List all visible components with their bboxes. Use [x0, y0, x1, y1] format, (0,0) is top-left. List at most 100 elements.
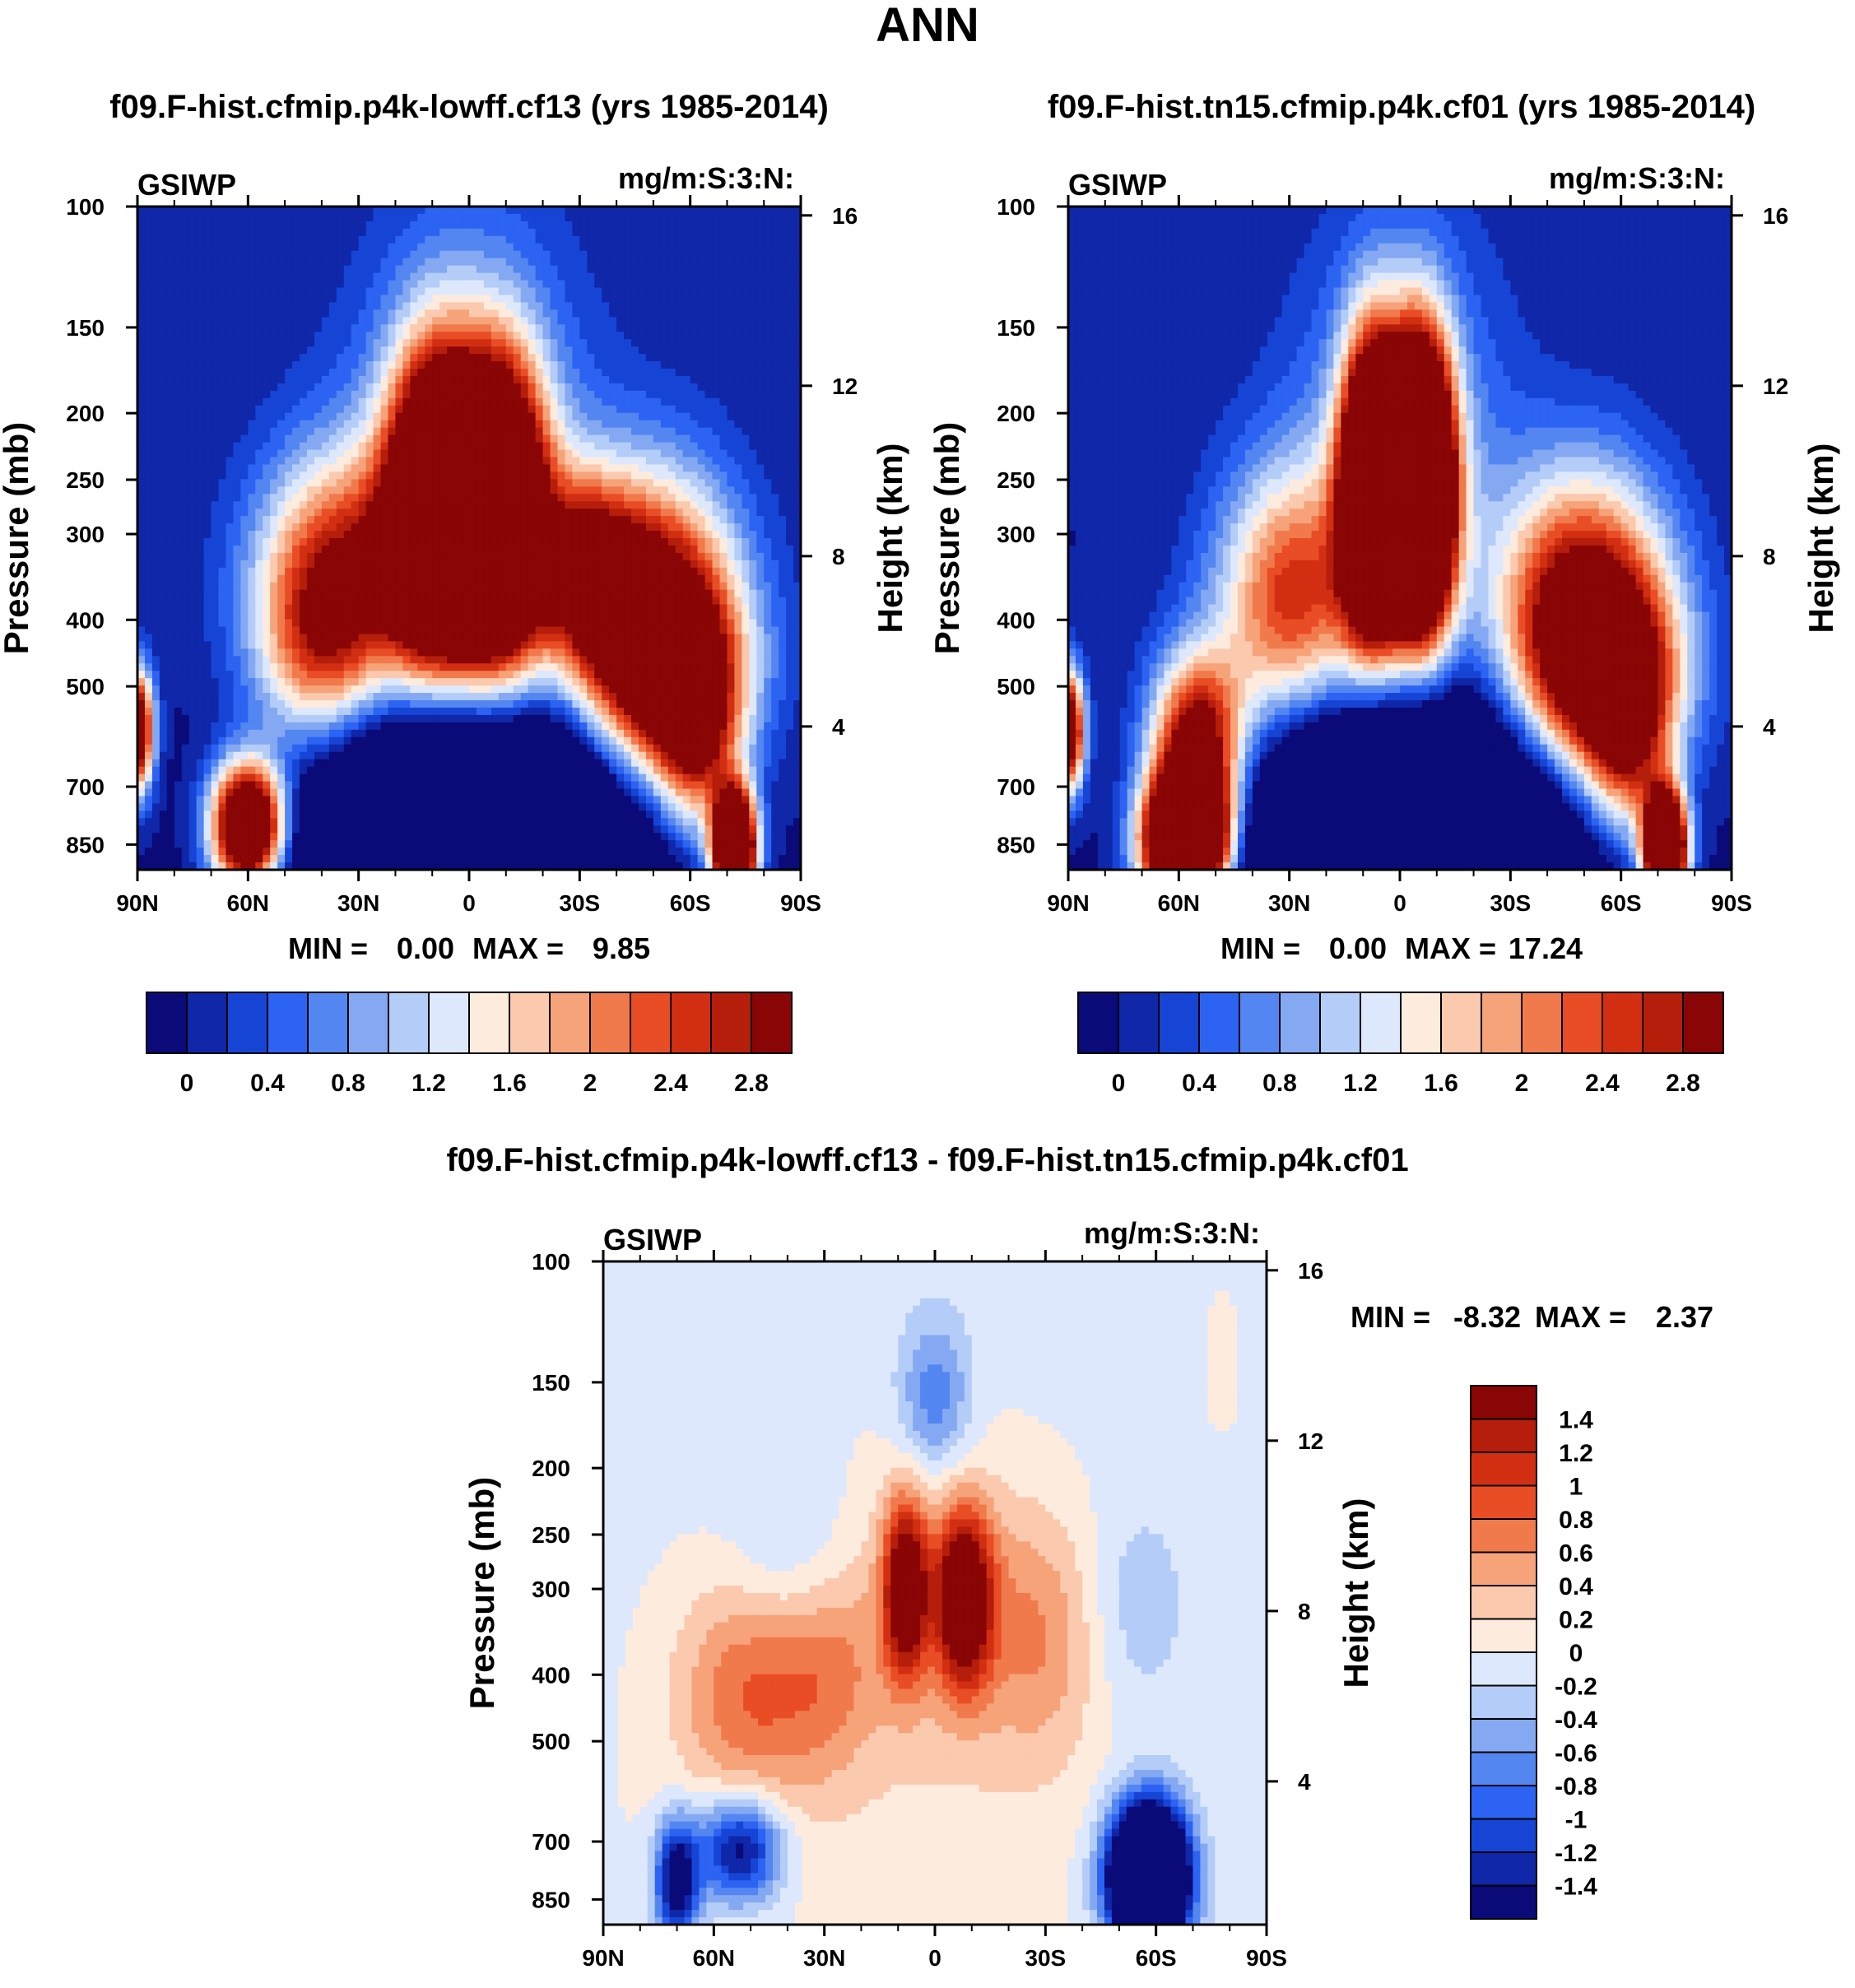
- y2-tick-label: 12: [1298, 1428, 1323, 1454]
- units-label: mg/m:S:3:N:: [1549, 161, 1725, 195]
- colorbar-label: 0: [180, 1070, 194, 1097]
- max-label: MAX =: [472, 931, 564, 965]
- min-value: 0.00: [1329, 931, 1387, 965]
- y-tick-label: 500: [532, 1729, 570, 1754]
- colorbar-box: [307, 992, 349, 1054]
- x-tick-label: 90S: [780, 890, 821, 916]
- x-tick-label: 90N: [1047, 890, 1089, 916]
- colorbar-label: -0.6: [1555, 1740, 1597, 1767]
- y2-axis-label: Height (km): [871, 444, 909, 634]
- colorbar-box: [1440, 992, 1482, 1054]
- y-tick-label: 400: [997, 607, 1035, 633]
- x-tick-label: 30S: [1490, 890, 1531, 916]
- y-axis-label: Pressure (mb): [928, 422, 966, 654]
- colorbar-box: [428, 992, 470, 1054]
- colorbar-box: [267, 992, 309, 1054]
- y-tick-label: 850: [66, 832, 105, 857]
- x-tick-label: 60S: [1136, 1945, 1177, 1971]
- colorbar-box: [1319, 992, 1361, 1054]
- y2-tick-label: 8: [832, 544, 845, 569]
- colorbar-box: [589, 992, 631, 1054]
- min-label: MIN =: [288, 931, 368, 965]
- x-tick-label: 90S: [1711, 890, 1752, 916]
- y-tick-label: 300: [997, 522, 1035, 547]
- page-title: ANN: [876, 0, 979, 52]
- colorbar-label: 2.8: [734, 1070, 769, 1097]
- y-tick-label: 150: [997, 315, 1035, 341]
- x-tick-label: 60N: [693, 1945, 735, 1971]
- colorbar-box: [1521, 992, 1563, 1054]
- y-tick-label: 850: [532, 1887, 570, 1912]
- y2-tick-label: 16: [1763, 203, 1788, 229]
- colorbar-box: [751, 992, 793, 1054]
- colorbar-box: [549, 992, 591, 1054]
- y-tick-label: 500: [66, 674, 105, 699]
- x-tick-label: 60N: [227, 890, 269, 916]
- y-axis-label: Pressure (mb): [0, 422, 35, 654]
- colorbar-label: 2.8: [1666, 1070, 1700, 1097]
- colorbar-box: [1360, 992, 1402, 1054]
- y-tick-label: 250: [997, 467, 1035, 493]
- colorbar-label: 0: [1569, 1640, 1583, 1667]
- y-tick-label: 250: [532, 1522, 570, 1548]
- y-axis-label: Pressure (mb): [463, 1477, 501, 1709]
- y-tick-label: 200: [66, 401, 105, 426]
- colorbar-label: -0.4: [1555, 1707, 1597, 1734]
- colorbar-label: -1: [1565, 1807, 1588, 1834]
- y-tick-label: 150: [532, 1370, 570, 1396]
- colorbar: 0 0.4 0.8 1.2 1.6 2 2.4 2.8: [1077, 992, 1724, 1097]
- x-tick-label: 90N: [582, 1945, 624, 1971]
- colorbar-box: [1602, 992, 1643, 1054]
- y2-tick-label: 8: [1763, 544, 1776, 569]
- colorbar-box: [1470, 1651, 1537, 1687]
- colorbar-box: [468, 992, 510, 1054]
- colorbar-box: [1470, 1385, 1537, 1420]
- colorbar-box: [1400, 992, 1442, 1054]
- min-label: MIN =: [1351, 1300, 1430, 1334]
- colorbar-label: -1.4: [1555, 1874, 1597, 1901]
- x-tick-label: 30N: [337, 890, 379, 916]
- colorbar-box: [1470, 1618, 1537, 1653]
- colorbar-box: [1470, 1818, 1537, 1853]
- y2-tick-label: 4: [832, 714, 845, 740]
- max-label: MAX =: [1405, 931, 1496, 965]
- colorbar-box: [670, 992, 712, 1054]
- max-label: MAX =: [1535, 1300, 1626, 1334]
- x-tick-label: 30N: [803, 1945, 845, 1971]
- colorbar-box: [1470, 1851, 1537, 1887]
- colorbar-label: 1.6: [492, 1070, 527, 1097]
- y-tick-label: 200: [997, 401, 1035, 426]
- colorbar: 0 0.4 0.8 1.2 1.6 2 2.4 2.8: [146, 992, 793, 1097]
- colorbar-box: [1470, 1884, 1537, 1920]
- colorbar-label: 2: [583, 1070, 597, 1097]
- colorbar-box: [509, 992, 551, 1054]
- x-tick-label: 0: [463, 890, 476, 916]
- colorbar-label: 0.8: [1262, 1070, 1297, 1097]
- colorbar-label: 0.4: [1182, 1070, 1216, 1097]
- colorbar-label: 2: [1515, 1070, 1529, 1097]
- colorbar-box: [1470, 1484, 1537, 1520]
- colorbar-box: [1561, 992, 1603, 1054]
- colorbar-box: [630, 992, 672, 1054]
- max-value: 9.85: [593, 931, 650, 965]
- min-label: MIN =: [1220, 931, 1300, 965]
- y-tick-label: 100: [66, 194, 105, 220]
- colorbar-box: [1481, 992, 1523, 1054]
- colorbar-label: 1.4: [1559, 1407, 1593, 1434]
- units-label: mg/m:S:3:N:: [618, 161, 794, 195]
- colorbar-label: 1: [1569, 1474, 1583, 1501]
- colorbar-label: 0: [1112, 1070, 1126, 1097]
- colorbar-box: [1279, 992, 1321, 1054]
- colorbar-box: [347, 992, 389, 1054]
- max-value: 17.24: [1509, 931, 1583, 965]
- colorbar-label: -0.8: [1555, 1773, 1597, 1800]
- y2-axis-label: Height (km): [1802, 444, 1840, 634]
- colorbar-box: [146, 992, 188, 1054]
- min-value: -8.32: [1453, 1300, 1521, 1334]
- y-tick-label: 400: [532, 1662, 570, 1688]
- contour-field: [1068, 207, 1732, 871]
- colorbar-label: -0.2: [1555, 1674, 1597, 1701]
- y-tick-label: 100: [997, 194, 1035, 220]
- x-tick-label: 60N: [1158, 890, 1200, 916]
